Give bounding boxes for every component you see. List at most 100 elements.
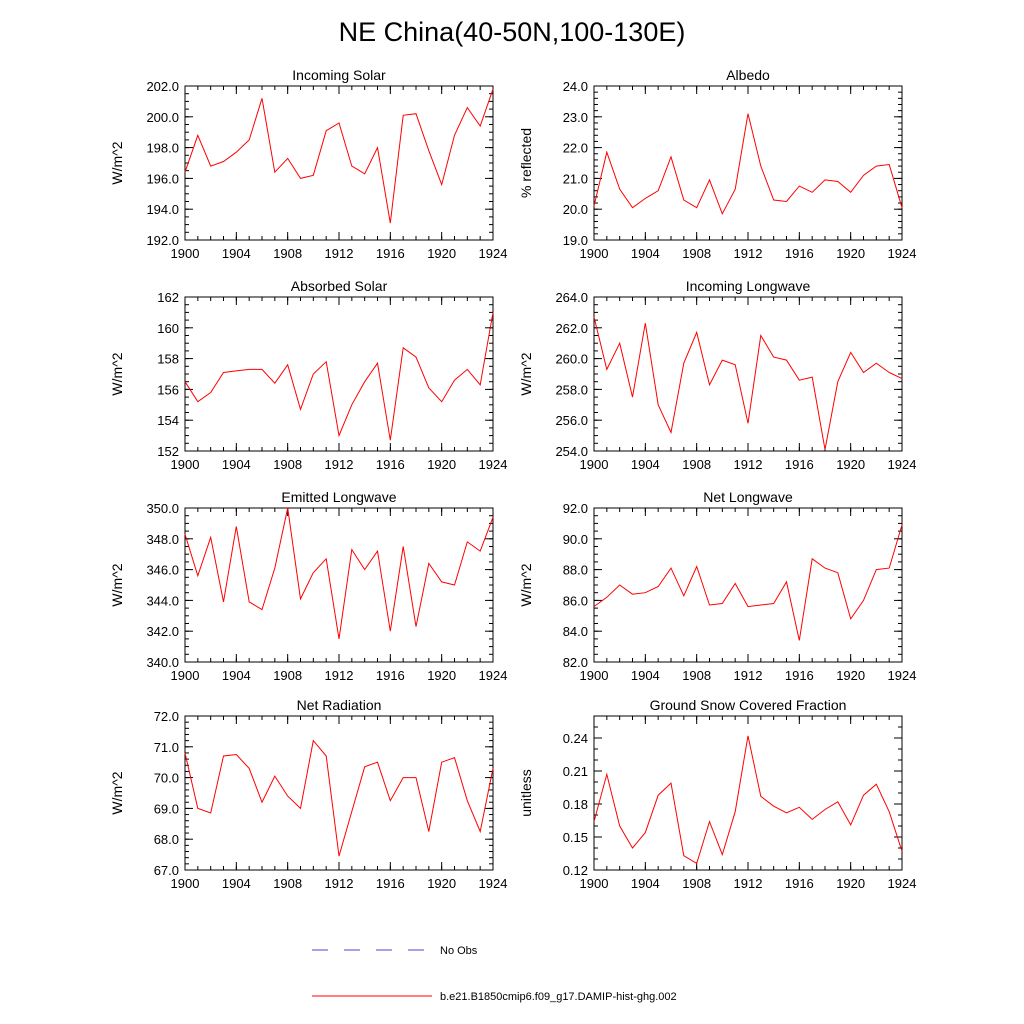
plot-frame xyxy=(593,296,903,452)
series-line xyxy=(184,739,494,857)
y-tick-label: 67.0 xyxy=(154,863,179,878)
x-tick-label: 1912 xyxy=(325,457,354,472)
y-tick-label: 23.0 xyxy=(563,110,588,125)
y-tick-label: 24.0 xyxy=(563,79,588,94)
y-tick-label: 200.0 xyxy=(146,110,179,125)
y-tick-label: 21.0 xyxy=(563,171,588,186)
x-tick-label: 1900 xyxy=(580,876,609,891)
panel-net-longwave: Net Longwave W/m^2 1900 1904 1908 1912 1916 192… xyxy=(518,489,916,683)
plot-frame xyxy=(593,715,903,871)
x-tick-label: 1904 xyxy=(631,457,660,472)
x-tick-label: 1916 xyxy=(376,668,405,683)
x-tick-label: 1908 xyxy=(682,668,711,683)
x-tick-label: 1904 xyxy=(631,668,660,683)
x-tick-label: 1916 xyxy=(376,246,405,261)
x-tick-label: 1920 xyxy=(836,876,865,891)
y-tick-label: 158 xyxy=(157,352,179,367)
x-tick-label: 1924 xyxy=(888,457,917,472)
panel-grid: Incoming Solar W/m^2 1900 1904 1908 1912 1916 1… xyxy=(109,67,916,891)
panel-emitted-longwave: Emitted Longwave W/m^2 1900 1904 1908 1912 191… xyxy=(109,489,507,683)
panel-albedo: Albedo % reflected 1900 1904 1908 1912 1916 192… xyxy=(518,67,916,261)
x-tick-label: 1912 xyxy=(734,457,763,472)
y-tick-label: 71.0 xyxy=(154,740,179,755)
figure-title: NE China(40-50N,100-130E) xyxy=(339,17,686,47)
y-tick-label: 340.0 xyxy=(146,655,179,670)
y-axis-label: W/m^2 xyxy=(109,352,125,395)
plot-frame xyxy=(184,715,494,871)
y-tick-label: 0.24 xyxy=(563,731,588,746)
x-tick-label: 1924 xyxy=(888,876,917,891)
series-line xyxy=(593,524,903,641)
x-tick-label: 1924 xyxy=(479,457,508,472)
x-tick-label: 1908 xyxy=(273,457,302,472)
x-tick-label: 1924 xyxy=(479,876,508,891)
x-tick-label: 1924 xyxy=(479,246,508,261)
legend-no-obs-label: No Obs xyxy=(440,945,478,957)
x-tick-label: 1908 xyxy=(273,876,302,891)
x-tick-label: 1904 xyxy=(222,876,251,891)
x-tick-label: 1916 xyxy=(785,876,814,891)
y-tick-label: 156 xyxy=(157,382,179,397)
panel-absorbed-solar: Absorbed Solar W/m^2 1900 1904 1908 1912 1916 1… xyxy=(109,278,507,472)
x-tick-label: 1912 xyxy=(325,246,354,261)
x-tick-label: 1920 xyxy=(836,457,865,472)
y-tick-label: 22.0 xyxy=(563,141,588,156)
panel-title: Net Longwave xyxy=(703,489,793,505)
panel-net-radiation: Net Radiation W/m^2 1900 1904 1908 1912 1916 19… xyxy=(109,697,507,891)
x-tick-label: 1912 xyxy=(325,668,354,683)
series-line xyxy=(184,507,494,639)
x-tick-label: 1908 xyxy=(682,246,711,261)
y-tick-label: 86.0 xyxy=(563,593,588,608)
y-tick-label: 342.0 xyxy=(146,624,179,639)
y-tick-label: 258.0 xyxy=(555,382,588,397)
x-tick-label: 1908 xyxy=(273,668,302,683)
series-line xyxy=(184,312,494,441)
x-tick-label: 1920 xyxy=(427,668,456,683)
y-tick-label: 346.0 xyxy=(146,563,179,578)
x-tick-label: 1924 xyxy=(888,246,917,261)
y-tick-label: 194.0 xyxy=(146,202,179,217)
y-tick-label: 0.18 xyxy=(563,797,588,812)
panel-incoming-solar: Incoming Solar W/m^2 1900 1904 1908 1912 1916 1… xyxy=(109,67,507,261)
y-axis-label: % reflected xyxy=(518,128,534,198)
y-axis-label: W/m^2 xyxy=(109,563,125,606)
x-tick-label: 1900 xyxy=(171,668,200,683)
x-tick-label: 1900 xyxy=(580,668,609,683)
panel-title: Net Radiation xyxy=(297,697,382,713)
y-tick-label: 350.0 xyxy=(146,501,179,516)
legend: No Obs b.e21.B1850cmip6.f09_g17.DAMIP-hi… xyxy=(312,945,677,1003)
x-tick-label: 1920 xyxy=(836,246,865,261)
series-line xyxy=(184,88,494,224)
x-tick-label: 1924 xyxy=(888,668,917,683)
plot-frame xyxy=(184,296,494,452)
x-tick-label: 1916 xyxy=(376,457,405,472)
x-tick-label: 1920 xyxy=(836,668,865,683)
y-tick-label: 19.0 xyxy=(563,233,588,248)
y-axis-label: W/m^2 xyxy=(518,563,534,606)
x-tick-label: 1920 xyxy=(427,457,456,472)
x-tick-label: 1916 xyxy=(785,246,814,261)
plot-frame xyxy=(593,85,903,241)
panel-title: Ground Snow Covered Fraction xyxy=(650,697,847,713)
y-tick-label: 0.12 xyxy=(563,863,588,878)
legend-model-label: b.e21.B1850cmip6.f09_g17.DAMIP-hist-ghg.… xyxy=(440,991,677,1003)
y-tick-label: 0.15 xyxy=(563,830,588,845)
x-tick-label: 1900 xyxy=(171,876,200,891)
x-tick-label: 1916 xyxy=(785,457,814,472)
y-tick-label: 88.0 xyxy=(563,563,588,578)
y-tick-label: 90.0 xyxy=(563,532,588,547)
x-tick-label: 1900 xyxy=(171,457,200,472)
y-axis-label: unitless xyxy=(518,769,534,816)
y-tick-label: 70.0 xyxy=(154,771,179,786)
series-line xyxy=(593,113,903,216)
x-tick-label: 1912 xyxy=(734,246,763,261)
y-tick-label: 162 xyxy=(157,290,179,305)
x-tick-label: 1912 xyxy=(734,668,763,683)
y-tick-label: 154 xyxy=(157,413,179,428)
x-tick-label: 1904 xyxy=(631,876,660,891)
x-tick-label: 1900 xyxy=(171,246,200,261)
x-tick-label: 1904 xyxy=(222,246,251,261)
y-tick-label: 92.0 xyxy=(563,501,588,516)
x-tick-label: 1912 xyxy=(325,876,354,891)
